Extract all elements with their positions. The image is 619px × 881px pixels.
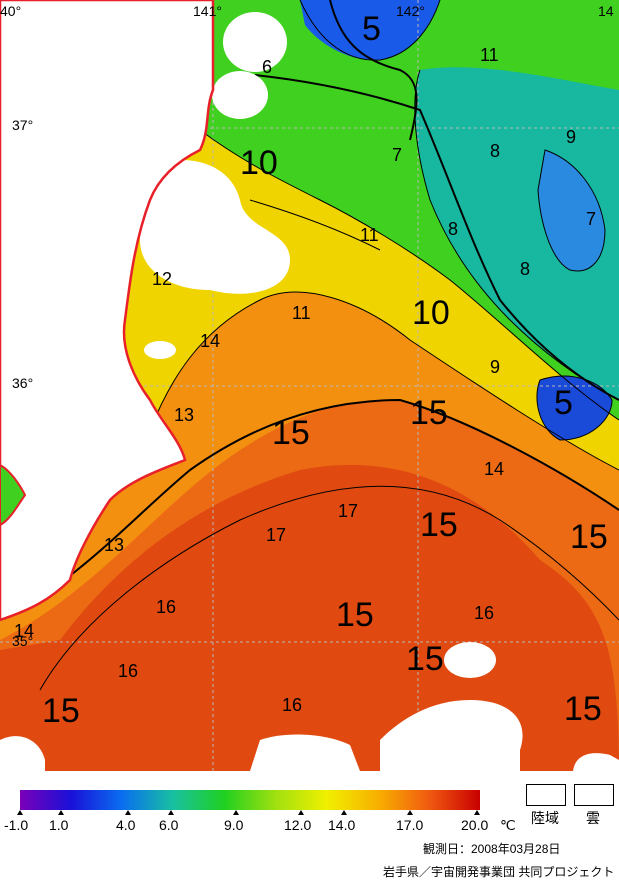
contour-label: 5: [554, 384, 573, 422]
contour-label: 8: [448, 219, 459, 239]
sea-surface-temperature-map: [0, 0, 619, 771]
contour-label: 10: [240, 144, 278, 182]
land-legend-swatch: [526, 784, 566, 806]
colorbar-tick: [474, 810, 480, 815]
colorbar-tick: [168, 810, 174, 815]
cold-pool-east: [538, 150, 605, 271]
contour-label: 14: [14, 621, 35, 641]
contour-lines: [0, 0, 619, 691]
contour-label: 11: [480, 45, 499, 65]
longitude-label-143: 14: [598, 3, 614, 19]
contour-label: 15: [406, 640, 444, 678]
contour-label: 14: [484, 459, 505, 479]
latitude-label-37: 37°: [12, 117, 34, 133]
colorbar-unit: ℃: [500, 817, 516, 833]
contour-label: 16: [156, 597, 177, 617]
contour-label: 10: [412, 294, 450, 332]
colorbar-tick-label: 17.0: [396, 817, 424, 833]
colorbar-tick: [125, 810, 131, 815]
contour-label: 8: [520, 259, 531, 279]
contour-label: 9: [566, 127, 577, 147]
contour-label: 7: [586, 209, 597, 229]
contour-label: 5: [362, 10, 381, 48]
contour-label: 16: [282, 695, 303, 715]
contour-label: 15: [564, 690, 602, 728]
contour-label: 15: [410, 394, 448, 432]
contour-label: 6: [262, 57, 273, 77]
contour-label: 15: [272, 414, 310, 452]
contour-label: 15: [570, 518, 608, 556]
contour-label: 8: [490, 141, 501, 161]
colorbar-tick: [17, 810, 23, 815]
contour-label: 17: [338, 501, 359, 521]
longitude-label-142: 142°: [396, 3, 425, 19]
credit-line: 岩手県／宇宙開発事業団 共同プロジェクト: [383, 865, 615, 879]
observation-date: 観測日：2008年03月28日: [423, 842, 561, 856]
colorbar-tick: [407, 810, 413, 815]
warm-core-region: [0, 464, 619, 771]
cold-pool-southeast: [536, 376, 612, 440]
colorbar-tick-label: 14.0: [328, 817, 356, 833]
colorbar-tick: [298, 810, 304, 815]
contour-label: 13: [104, 535, 125, 555]
contour-label: 15: [420, 506, 458, 544]
colorbar-tick-label: 9.0: [224, 817, 244, 833]
colorbar-tick-label: 4.0: [116, 817, 136, 833]
colorbar-tick-label: 1.0: [49, 817, 69, 833]
contour-label: 11: [360, 225, 379, 245]
cloud-legend-label: 雲: [586, 810, 600, 826]
contour-label: 17: [266, 525, 287, 545]
colorbar-tick-label: 6.0: [159, 817, 179, 833]
land-inlet-patch: [0, 463, 27, 527]
cloud-mask: [0, 12, 619, 771]
temperature-colorbar: [20, 790, 480, 810]
longitude-label-140: 40°: [0, 3, 22, 19]
contour-label: 7: [392, 145, 403, 165]
latitude-label-35: 35°: [12, 633, 34, 649]
contour-label: 9: [490, 357, 501, 377]
contour-label: 14: [200, 331, 221, 351]
longitude-label-141: 141°: [193, 3, 222, 19]
colorbar-tick-label: 12.0: [284, 817, 312, 833]
land-honshu: [0, 0, 215, 622]
contour-label: 16: [474, 603, 495, 623]
colorbar-tick-label: -1.0: [4, 817, 29, 833]
colorbar-tick: [341, 810, 347, 815]
colorbar-tick: [233, 810, 239, 815]
bold-contour-lines: [0, 0, 619, 621]
land-legend-label: 陸域: [531, 810, 559, 826]
cloud-legend-swatch: [574, 784, 614, 806]
contour-label: 11: [292, 303, 311, 323]
contour-label: 15: [336, 596, 374, 634]
latitude-label-36: 36°: [12, 375, 34, 391]
colorbar-tick-label: 20.0: [461, 817, 489, 833]
colorbar-tick: [58, 810, 64, 815]
contour-label: 16: [118, 661, 139, 681]
cool-water-region: [414, 67, 619, 401]
contour-label: 12: [152, 269, 173, 289]
contour-label: 13: [174, 405, 195, 425]
contour-label: 15: [42, 692, 80, 730]
